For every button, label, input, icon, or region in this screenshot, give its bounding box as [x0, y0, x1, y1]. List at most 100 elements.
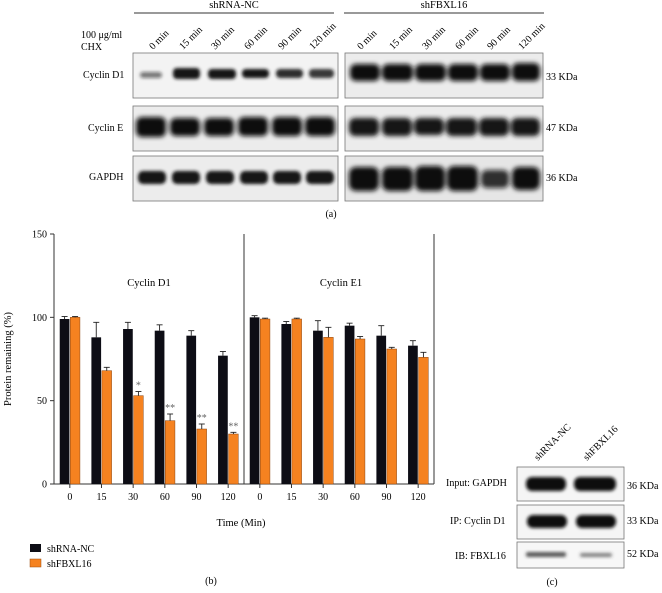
band	[273, 171, 301, 184]
band	[481, 170, 509, 188]
bar-shrna-nc	[186, 335, 197, 484]
bar-shrna-nc	[313, 330, 323, 484]
caption-c: (c)	[546, 577, 557, 588]
x-tick-label: 30	[318, 492, 328, 503]
legend-label-shfbxl16: shFBXL16	[47, 559, 91, 570]
band	[305, 117, 335, 136]
band	[349, 167, 379, 191]
band	[382, 167, 413, 191]
band	[170, 118, 200, 136]
bar-shfbxl16	[354, 338, 366, 485]
time-label-nc-30: 30 min	[209, 24, 237, 52]
band	[204, 118, 234, 136]
band	[306, 171, 334, 184]
panel-a: shRNA-NC shFBXL16 100 μg/ml CHX 0 min 15…	[81, 0, 578, 220]
x-tick-label: 120	[411, 492, 426, 503]
band	[512, 63, 540, 81]
significance-label: **	[197, 413, 207, 424]
legend: shRNA-NC shFBXL16	[29, 544, 95, 570]
bands-kd-cyclin-d1	[350, 63, 540, 81]
bar-shfbxl16	[323, 337, 334, 485]
band	[511, 118, 540, 136]
band	[526, 552, 566, 557]
y-tick-label: 0	[42, 480, 47, 491]
band	[480, 64, 510, 81]
x-axis-label: Time (Min)	[217, 518, 266, 529]
legend-swatch-shfbxl16	[29, 558, 42, 568]
y-axis-label: Protein remaining (%)	[3, 312, 14, 406]
bar-shfbxl16	[228, 433, 239, 485]
band	[576, 515, 616, 528]
blot-kda-ib-fbxl16: 52 KDa	[627, 549, 659, 560]
panel-title-cyclin-d1: Cyclin D1	[127, 278, 170, 289]
band	[414, 118, 444, 135]
time-label-kd-15: 15 min	[387, 24, 415, 52]
blot-row-label-gapdh: GAPDH	[89, 172, 123, 183]
bands-nc-cyclin-d1	[140, 68, 334, 79]
time-label-kd-60: 60 min	[453, 24, 481, 52]
blot-kda-cyclin-d1: 33 KDa	[546, 72, 578, 83]
band	[173, 68, 200, 79]
y-tick-label: 150	[32, 230, 47, 241]
band	[574, 477, 616, 491]
caption-a: (a)	[325, 209, 336, 220]
band	[382, 118, 412, 136]
legend-swatch-shrna-nc	[30, 544, 41, 552]
bar-shrna-nc	[91, 337, 102, 484]
bands-nc-cyclin-e	[136, 117, 335, 137]
time-label-nc-60: 60 min	[242, 24, 270, 52]
bands-kd-gapdh	[349, 166, 540, 191]
band	[350, 64, 380, 81]
bar-shfbxl16	[259, 318, 271, 485]
x-tick-label: 120	[221, 492, 236, 503]
band	[382, 64, 413, 81]
band	[446, 118, 477, 136]
band	[526, 477, 566, 491]
x-tick-label: 60	[160, 492, 170, 503]
band	[240, 171, 268, 184]
x-tick-label: 0	[67, 492, 72, 503]
band	[349, 118, 379, 136]
lane-label-shrna-nc: shRNA-NC	[532, 422, 573, 463]
legend-label-shrna-nc: shRNA-NC	[47, 544, 95, 555]
bands-kd-cyclin-e	[349, 118, 540, 136]
bar-shrna-nc	[249, 317, 260, 484]
treatment-label-line1: 100 μg/ml	[81, 30, 122, 41]
band	[172, 171, 200, 184]
band	[276, 69, 303, 78]
time-label-nc-15: 15 min	[177, 24, 205, 52]
blot-membrane-nc-cyclin-e	[132, 105, 339, 152]
bar-shfbxl16	[133, 395, 144, 485]
bands-nc-gapdh	[138, 171, 334, 184]
bar-shrna-nc	[376, 335, 387, 484]
blot-membrane-nc-gapdh	[132, 155, 339, 202]
bar-shrna-nc	[408, 345, 418, 484]
bar-shrna-nc	[218, 355, 228, 484]
bar-shfbxl16	[418, 357, 429, 485]
blot-kda-cyclin-e: 47 KDa	[546, 123, 578, 134]
bar-shrna-nc	[59, 319, 70, 484]
x-tick-label: 0	[257, 492, 262, 503]
x-tick-label: 90	[382, 492, 392, 503]
significance-label: *	[136, 381, 141, 392]
band	[479, 118, 509, 136]
band	[580, 553, 612, 557]
y-tick-label: 100	[32, 313, 47, 324]
band	[272, 117, 302, 136]
band	[242, 69, 269, 78]
significance-label: **	[228, 421, 238, 432]
time-label-kd-30: 30 min	[420, 24, 448, 52]
bar-shfbxl16	[164, 420, 176, 485]
bar-shfbxl16	[69, 317, 81, 485]
band	[512, 167, 540, 190]
blot-row-label-input-gapdh: Input: GAPDH	[446, 478, 507, 489]
blot-kda-gapdh: 36 KDa	[546, 173, 578, 184]
blot-row-label-ib-fbxl16: IB: FBXL16	[455, 551, 506, 562]
band	[415, 64, 446, 81]
blot-row-label-cyclin-e: Cyclin E	[88, 123, 123, 134]
bar-shfbxl16	[196, 428, 207, 485]
time-label-nc-120: 120 min	[307, 21, 338, 52]
bands-ip-cyclin-d1	[527, 515, 616, 528]
panel-c: shRNA-NC shFBXL16 Input: GAPDH IP: Cycli…	[446, 422, 659, 588]
blot-row-label-ip-cyclin-d1: IP: Cyclin D1	[450, 516, 506, 527]
